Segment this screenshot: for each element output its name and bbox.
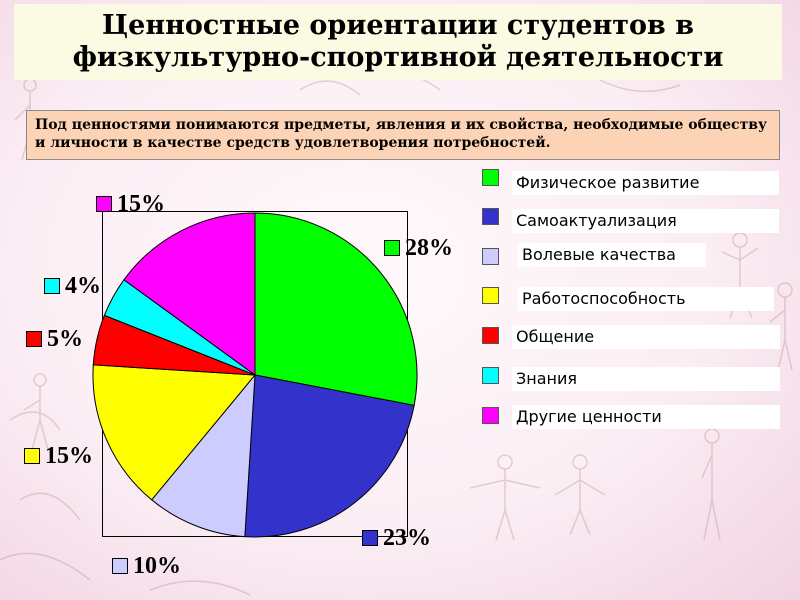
data-label-text: 10% (133, 553, 181, 579)
title-banner: Ценностные ориентации студентов в физкул… (14, 4, 782, 80)
data-label-text: 15% (45, 443, 93, 469)
data-label-swatch (384, 240, 400, 256)
data-label-self-actualization: 23% (362, 524, 431, 552)
legend-swatch-self-actualization (482, 208, 499, 225)
data-label-swatch (26, 331, 42, 347)
pie-slice-self-actualization (244, 374, 415, 538)
data-label-text: 23% (383, 525, 431, 551)
legend-label-self-actualization: Самоактуализация (512, 209, 779, 233)
data-label-text: 4% (65, 273, 101, 299)
data-label-physical-development: 28% (384, 234, 453, 262)
data-label-text: 15% (117, 191, 165, 217)
data-label-text: 28% (405, 235, 453, 261)
page-title-line-1: Ценностные ориентации студентов в (102, 10, 694, 41)
legend-label-communication: Общение (512, 325, 780, 349)
data-label-text: 5% (47, 326, 83, 352)
data-label-work-capacity: 15% (24, 442, 93, 470)
definition-box: Под ценностями понимаются предметы, явле… (26, 110, 780, 160)
definition-text: Под ценностями понимаются предметы, явле… (35, 117, 767, 151)
data-label-swatch (362, 530, 378, 546)
data-label-willpower: 10% (112, 552, 181, 580)
legend-label-other-values: Другие ценности (512, 405, 780, 429)
legend-label-work-capacity: Работоспособность (518, 287, 774, 311)
data-label-knowledge: 4% (44, 272, 101, 300)
legend-swatch-work-capacity (482, 287, 499, 304)
pie-slice-work-capacity (92, 364, 257, 501)
legend-label-knowledge: Знания (512, 367, 780, 391)
data-label-swatch (24, 448, 40, 464)
legend-swatch-willpower (482, 248, 499, 265)
pie-slice-other-values (123, 212, 256, 376)
legend-swatch-communication (482, 327, 499, 344)
data-label-communication: 5% (26, 325, 83, 353)
legend-label-physical-development: Физическое развитие (512, 171, 779, 195)
pie-slice-physical-development (254, 212, 418, 406)
data-label-other-values: 15% (96, 190, 165, 218)
page-title-line-2: физкультурно-спортивной деятельности (72, 42, 724, 73)
legend-swatch-other-values (482, 407, 499, 424)
legend-swatch-knowledge (482, 367, 499, 384)
pie-slice-willpower (151, 373, 256, 538)
legend-label-willpower: Волевые качества (518, 243, 706, 267)
legend-swatch-physical-development (482, 169, 499, 186)
data-label-swatch (96, 196, 112, 212)
data-label-swatch (112, 558, 128, 574)
data-label-swatch (44, 278, 60, 294)
